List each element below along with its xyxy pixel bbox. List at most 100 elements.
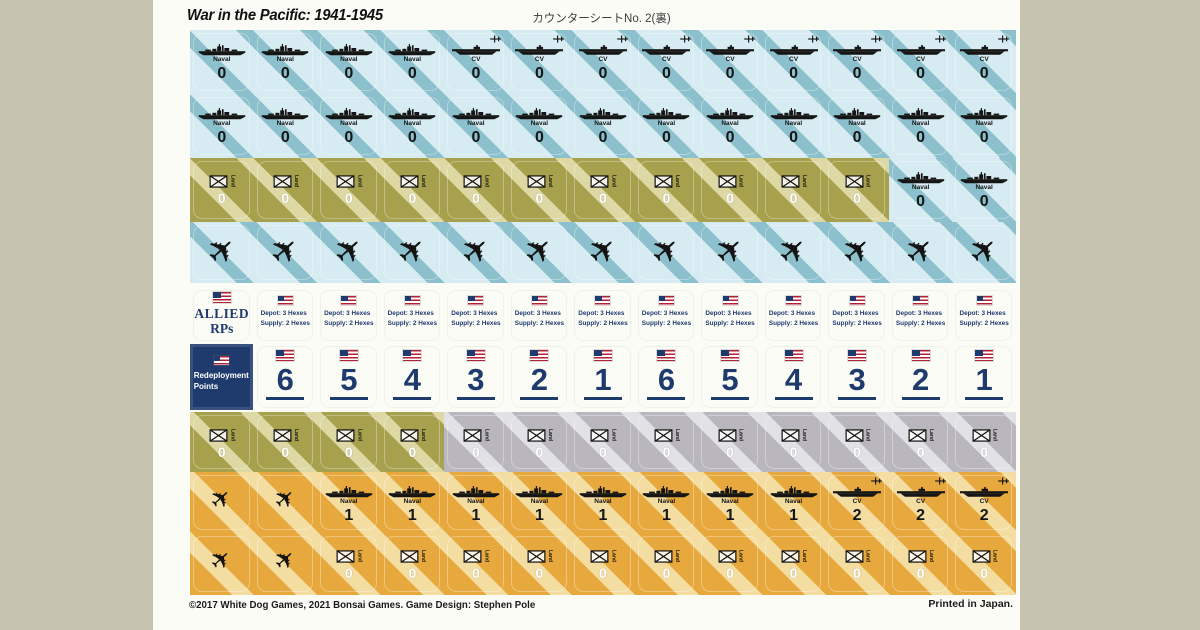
- unit-value: 0: [471, 565, 480, 581]
- counter-block-blue: [889, 158, 1016, 222]
- counter-naval: Naval 1: [508, 472, 572, 533]
- depot-line: Depot: 3 Hexes: [514, 310, 561, 317]
- counter-land: Land 0: [381, 412, 445, 472]
- unit-value: 1: [662, 506, 671, 524]
- counter-number: 4: [762, 344, 826, 410]
- battleship-icon: [642, 485, 690, 502]
- unit-type-label: Land: [673, 550, 680, 562]
- unit-value: 0: [408, 444, 417, 460]
- counter-land: Land 0: [762, 412, 826, 472]
- counter-number: 5: [317, 344, 381, 410]
- number-underline: [393, 397, 432, 400]
- counter-land: Land 0: [762, 533, 826, 595]
- number-underline: [583, 397, 622, 400]
- supply-line: Supply: 2 Hexes: [959, 319, 1009, 327]
- infantry-box-icon: [908, 429, 927, 442]
- counter-emboss: [447, 536, 504, 592]
- unit-value: 2: [916, 506, 926, 524]
- carrier-icon: [960, 43, 1009, 60]
- bomber-icon: ✈: [833, 227, 881, 275]
- unit-value: 0: [344, 128, 354, 146]
- unit-value: 0: [599, 444, 607, 460]
- unit-value: 0: [853, 444, 861, 460]
- counter-number: 6: [635, 344, 699, 410]
- supply-line: Supply: 2 Hexes: [895, 319, 946, 327]
- unit-value: 0: [916, 565, 925, 581]
- counter-land: Land 0: [698, 158, 762, 222]
- counter-emboss: [892, 536, 949, 592]
- unit-value: 0: [979, 64, 989, 82]
- counter-emboss: [701, 536, 758, 592]
- depot-supply-label: Depot: 3 Hexes Supply: 2 Hexes: [832, 309, 881, 329]
- counter-land: Land 0: [889, 533, 953, 595]
- depot-line: Depot: 3 Hexes: [451, 310, 498, 317]
- battleship-icon: [325, 485, 373, 502]
- unit-value: 1: [789, 506, 798, 524]
- counter-depot: Depot: 3 Hexes Supply: 2 Hexes: [381, 288, 445, 343]
- unit-type-label: CV: [916, 56, 926, 63]
- counter-emboss: [384, 415, 441, 469]
- counter-depot: Depot: 3 Hexes Supply: 2 Hexes: [317, 288, 381, 343]
- counter-emboss: [574, 415, 631, 469]
- counter-cv: CV 2: [889, 472, 953, 533]
- flag-canton: [403, 350, 412, 356]
- counter-naval: Naval 0: [508, 94, 572, 158]
- counter-block-blue: [190, 222, 1016, 283]
- battleship-icon: [960, 107, 1008, 124]
- unit-value: 0: [407, 64, 417, 82]
- bomber-icon: ✈: [770, 227, 817, 275]
- unit-type-label: CV: [471, 56, 481, 63]
- unit-value: 0: [471, 444, 480, 460]
- flag-canton: [341, 296, 348, 301]
- number-underline: [329, 397, 368, 400]
- battleship-icon: [770, 107, 818, 124]
- unit-value: 0: [344, 64, 354, 82]
- us-flag-icon: [212, 292, 231, 303]
- counter-naval: Naval 0: [444, 94, 508, 158]
- unit-value: 0: [598, 128, 608, 146]
- counter-naval: Naval 0: [190, 94, 254, 158]
- infantry-box-icon: [845, 175, 864, 188]
- unit-value: 0: [726, 190, 734, 206]
- counter-land: Land 0: [381, 533, 445, 595]
- bomber-icon: ✈: [706, 227, 754, 275]
- bomber-icon: ✈: [389, 227, 436, 275]
- counter-depot: Depot: 3 Hexes Supply: 2 Hexes: [952, 288, 1016, 343]
- unit-value: 0: [789, 444, 798, 460]
- counter-land: Land 0: [698, 533, 762, 595]
- us-flag-icon: [848, 350, 867, 361]
- unit-type-label: Land: [483, 550, 490, 562]
- counter-bomber: ✈: [571, 222, 635, 283]
- unit-value: 0: [599, 565, 607, 581]
- printed-in-japan-text: Printed in Japan.: [928, 598, 1013, 610]
- rp-number: 2: [911, 362, 930, 397]
- counter-land: Land 0: [508, 533, 572, 595]
- unit-type-label: Land: [546, 550, 553, 562]
- unit-value: 0: [916, 64, 926, 82]
- depot-line: Depot: 3 Hexes: [324, 310, 371, 317]
- unit-value: 0: [980, 565, 989, 581]
- unit-type-label: CV: [852, 56, 862, 63]
- counter-naval: Naval 0: [381, 94, 445, 158]
- plane-icon: [998, 477, 1009, 485]
- unit-type-label: Naval: [530, 120, 549, 127]
- counter-bomber: ✈: [190, 222, 254, 283]
- depot-supply-label: Depot: 3 Hexes Supply: 2 Hexes: [515, 309, 564, 329]
- carrier-icon: [578, 43, 627, 60]
- depot-supply-label: Depot: 3 Hexes Supply: 2 Hexes: [769, 309, 818, 329]
- counter-emboss: [701, 415, 758, 469]
- infantry-box-icon: [972, 550, 991, 563]
- row-6: Redeployment Points 6 5 4 3 2 1 6 5 4 3 2 1: [190, 344, 1016, 410]
- flag-canton: [593, 350, 602, 356]
- unit-type-label: Naval: [276, 120, 294, 127]
- infantry-box-icon: [527, 175, 546, 188]
- infantry-box-icon: [654, 550, 673, 563]
- unit-value: 0: [344, 444, 353, 460]
- battleship-icon: [261, 43, 309, 60]
- unit-type-label: Land: [928, 550, 935, 562]
- counter-emboss: [638, 415, 695, 469]
- us-flag-icon: [722, 296, 738, 305]
- unit-type-label: Naval: [911, 184, 930, 191]
- infantry-box-icon: [845, 429, 864, 442]
